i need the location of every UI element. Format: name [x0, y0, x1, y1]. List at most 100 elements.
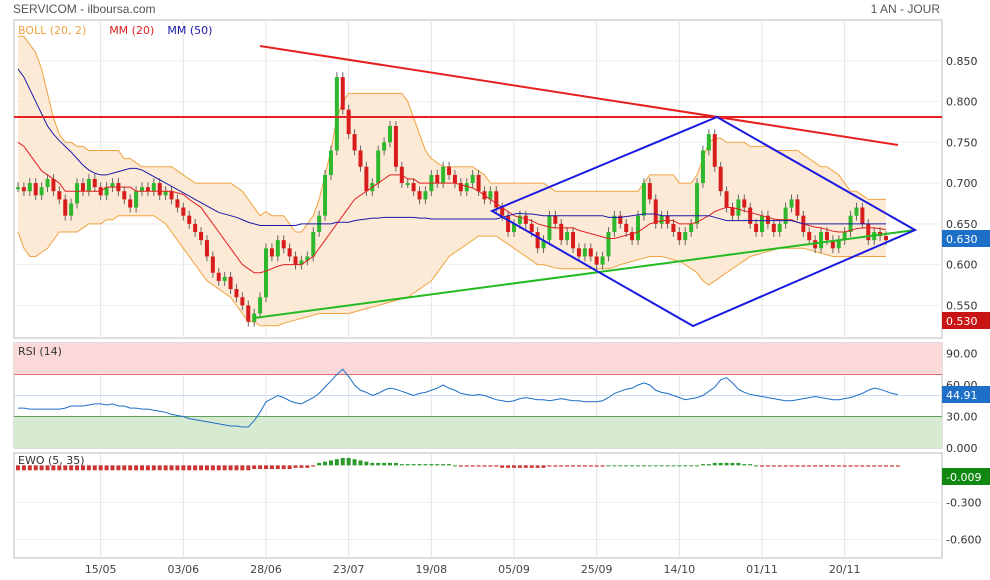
candle: [187, 215, 192, 224]
ewo-bar: [765, 465, 770, 467]
ewo-bar: [683, 465, 688, 467]
rsi-y-tick: 0.000: [946, 442, 978, 455]
ewo-bar: [33, 465, 38, 471]
ewo-bar: [458, 465, 463, 467]
ewo-value-tag: [942, 468, 990, 485]
ewo-bar: [181, 465, 186, 471]
x-tick-label: 28/06: [250, 563, 282, 576]
ewo-bar: [86, 465, 91, 471]
candle: [39, 187, 44, 196]
candle: [305, 256, 310, 261]
candle: [624, 223, 629, 232]
ewo-bar: [399, 464, 404, 466]
candle: [612, 215, 617, 232]
ewo-bar: [819, 465, 824, 467]
ewo-bar: [677, 465, 682, 467]
bollinger-upper: [18, 35, 886, 233]
candle: [134, 191, 139, 208]
candle: [819, 232, 824, 249]
candle: [830, 240, 835, 249]
rsi-line: [18, 368, 898, 428]
ewo-bar: [659, 465, 664, 467]
ewo-bar: [98, 465, 103, 471]
y-tick-label: 0.700: [946, 177, 978, 190]
rsi-y-tick: 90.00: [946, 348, 978, 361]
ewo-bar: [866, 465, 871, 467]
candle: [541, 240, 546, 249]
candle: [258, 297, 263, 314]
x-tick-label: 01/11: [746, 563, 778, 576]
rsi-value-tag: [942, 386, 990, 403]
ewo-bar: [75, 465, 80, 471]
candle: [234, 289, 239, 298]
ewo-bar: [630, 465, 635, 467]
candle: [57, 191, 62, 200]
candle: [836, 240, 841, 249]
ewo-bar: [63, 465, 68, 471]
candle: [199, 232, 204, 241]
ewo-bar: [128, 465, 133, 471]
ewo-bar: [16, 465, 20, 471]
candle: [671, 223, 676, 232]
ewo-bar: [334, 459, 339, 466]
candle: [771, 223, 776, 232]
ewo-bar: [636, 465, 640, 467]
candle: [110, 183, 115, 188]
ewo-bar: [222, 465, 227, 471]
candle: [777, 223, 782, 232]
candle: [388, 126, 392, 143]
candle: [789, 199, 794, 208]
candle: [600, 256, 605, 265]
ewo-bar: [517, 465, 522, 468]
candle: [216, 272, 221, 281]
ewo-bar: [842, 465, 847, 467]
candle: [712, 134, 717, 167]
candle: [63, 199, 68, 216]
bollinger-band: [18, 36, 886, 326]
ewo-bar: [783, 465, 788, 467]
ewo-bar: [116, 465, 121, 471]
ewo-bar: [824, 465, 829, 467]
ewo-bar: [878, 465, 883, 467]
candle: [795, 199, 800, 216]
ewo-bar: [754, 465, 759, 467]
ewo-bar: [388, 462, 392, 466]
ewo-bar: [854, 465, 859, 467]
ewo-bar: [441, 464, 446, 466]
ewo-bar: [606, 465, 611, 467]
ewo-bar: [872, 465, 877, 467]
ewo-bar: [210, 465, 215, 471]
candle: [760, 215, 764, 232]
ewo-bar: [447, 464, 452, 466]
ewo-bar: [287, 465, 292, 470]
ewo-bar: [435, 464, 440, 466]
candle: [842, 232, 847, 241]
candle: [742, 199, 747, 208]
candle: [700, 150, 705, 184]
candle: [240, 297, 245, 306]
x-tick-label: 25/09: [581, 563, 613, 576]
candle: [358, 150, 363, 167]
y-tick-label: 0.600: [946, 259, 978, 272]
ewo-bar: [582, 465, 587, 467]
candle: [866, 223, 871, 241]
ewo-bar: [665, 465, 670, 467]
ewo-bar: [246, 465, 251, 471]
candle: [293, 256, 298, 265]
ewo-bar: [187, 465, 192, 471]
candle: [476, 174, 481, 192]
candle: [576, 248, 581, 257]
y-tick-label: 0.800: [946, 96, 978, 109]
candle: [75, 183, 80, 204]
candle: [352, 134, 357, 151]
ewo-bar: [340, 457, 345, 466]
x-tick-label: 05/09: [498, 563, 530, 576]
ewo-bar: [895, 465, 900, 467]
ewo-bar: [760, 465, 764, 467]
y-tick-label: 0.650: [946, 218, 978, 231]
chart-period: 1 AN - JOUR: [870, 2, 940, 16]
candle: [824, 232, 829, 241]
candle: [181, 207, 186, 216]
ewo-bar: [258, 465, 263, 470]
pane-frame-0: [13, 19, 943, 339]
